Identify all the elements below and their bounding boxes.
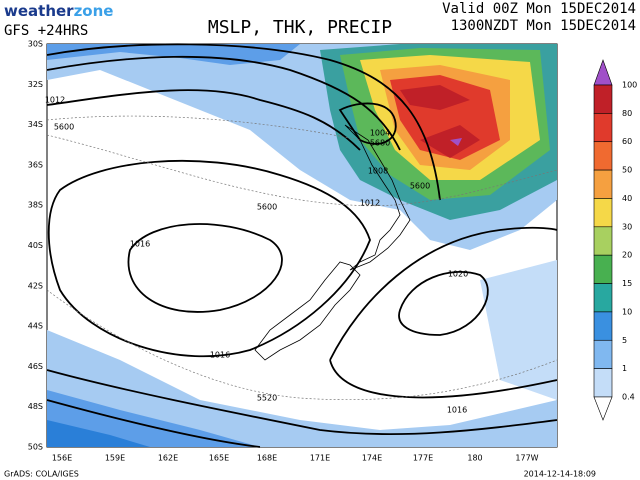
model-run: GFS +24HRS: [4, 23, 88, 39]
colorbar-segment: [593, 169, 613, 199]
contour-label: 5520: [257, 394, 277, 403]
contour-label: 1020: [448, 270, 468, 279]
contour-label: 1012: [360, 199, 380, 208]
precip-area: [47, 330, 557, 447]
logo-zone: zone: [74, 2, 114, 20]
lon-label: 171E: [310, 454, 330, 463]
lon-label: 174E: [362, 454, 382, 463]
legend-label: 50: [622, 166, 632, 175]
colorbar-segment: [593, 84, 613, 114]
colorbar-cap: [593, 59, 613, 86]
contour-label: 1016: [130, 240, 150, 249]
lon-label: 177E: [413, 454, 433, 463]
legend-label: 0.4: [622, 393, 635, 402]
lat-label: 50S: [28, 443, 43, 452]
contour-label: 5600: [257, 203, 277, 212]
colorbar-segment: [593, 368, 613, 398]
contour-label: 1004: [370, 129, 390, 138]
colorbar-cap: [593, 396, 613, 421]
colorbar-segment: [593, 198, 613, 228]
legend-label: 40: [622, 194, 632, 203]
thickness-lines: [46, 115, 558, 401]
map-area: [46, 43, 558, 448]
colorbar-segment: [593, 254, 613, 284]
legend-label: 20: [622, 251, 632, 260]
colorbar-segment: [593, 113, 613, 143]
legend-label: 1: [622, 364, 627, 373]
lat-label: 38S: [28, 201, 43, 210]
lat-label: 40S: [28, 241, 43, 250]
valid-local: 1300NZDT Mon 15DEC2014: [451, 18, 636, 34]
colorbar-segment: [593, 141, 613, 171]
lon-label: 177W: [515, 454, 538, 463]
legend-label: 15: [622, 279, 632, 288]
contour-label: 5680: [370, 139, 390, 148]
lat-label: 34S: [28, 120, 43, 129]
lon-label: 162E: [158, 454, 178, 463]
lat-label: 32S: [28, 80, 43, 89]
logo-weather: weather: [4, 2, 74, 20]
contour-label: 5600: [410, 182, 430, 191]
legend-label: 5: [622, 336, 627, 345]
contour-label: 1012: [45, 96, 65, 105]
legend-label: 60: [622, 137, 632, 146]
colorbar: [593, 59, 613, 421]
legend-label: 80: [622, 109, 632, 118]
heavy-rain: [450, 138, 462, 146]
colorbar-segment: [593, 226, 613, 256]
colorbar-segment: [593, 339, 613, 369]
legend-label: 100: [622, 81, 637, 90]
contour-label: 1016: [447, 406, 467, 415]
coastline: [254, 124, 411, 361]
isobars: [46, 43, 558, 448]
lon-label: 180: [467, 454, 482, 463]
lon-label: 168E: [257, 454, 277, 463]
lat-label: 36S: [28, 160, 43, 169]
precip-area: [47, 420, 150, 447]
lat-label: 48S: [28, 402, 43, 411]
lon-label: 159E: [105, 454, 125, 463]
lat-label: 42S: [28, 281, 43, 290]
lon-label: 165E: [209, 454, 229, 463]
lat-label: 30S: [28, 40, 43, 49]
contour-label: 5600: [54, 123, 74, 132]
lat-label: 44S: [28, 322, 43, 331]
map-title: MSLP, THK, PRECIP: [208, 17, 392, 38]
precip-area: [480, 260, 557, 400]
footer-timestamp: 2014-12-14-18:09: [524, 470, 596, 479]
legend-label: 10: [622, 307, 632, 316]
lat-label: 46S: [28, 362, 43, 371]
logo: weatherzone: [4, 2, 113, 20]
footer-source: GrADS: COLA/IGES: [4, 470, 79, 479]
legend-label: 30: [622, 222, 632, 231]
colorbar-segment: [593, 311, 613, 341]
contour-label: 1008: [368, 167, 388, 176]
contour-label: 1016: [210, 351, 230, 360]
lon-label: 156E: [52, 454, 72, 463]
valid-time: Valid 00Z Mon 15DEC2014: [442, 1, 636, 17]
colorbar-segment: [593, 283, 613, 313]
